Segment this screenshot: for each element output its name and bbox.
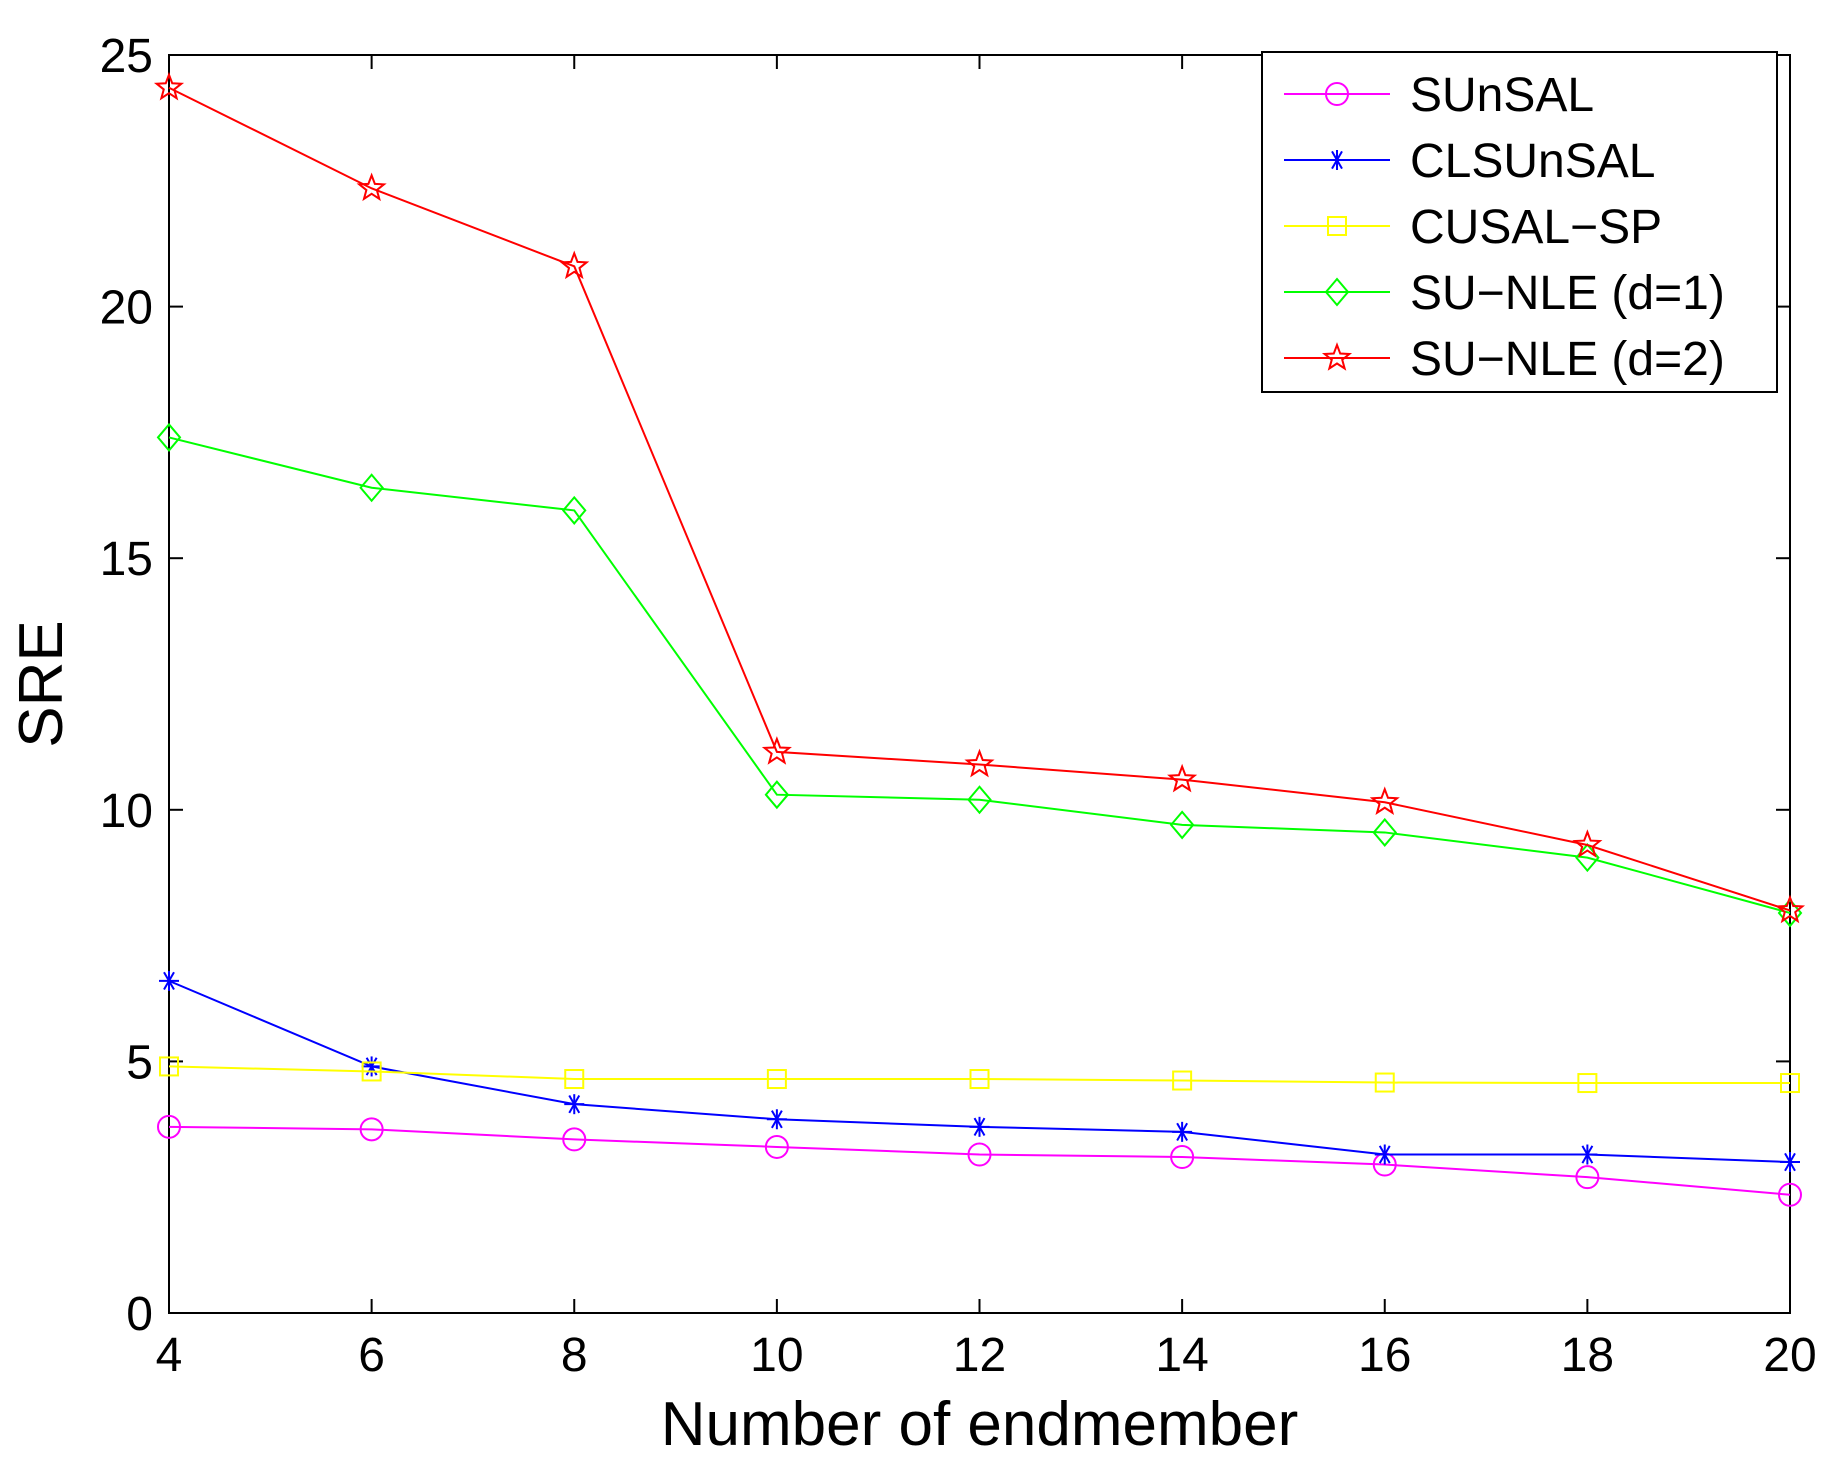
x-tick-label: 14 xyxy=(1155,1329,1208,1382)
series-sunsal xyxy=(157,1114,1802,1207)
x-tick-label: 16 xyxy=(1358,1329,1411,1382)
point-sunsal xyxy=(157,1114,181,1139)
point-su-nle-d-1 xyxy=(359,473,384,503)
point-su-nle-d-1 xyxy=(1372,817,1398,847)
point-cusal-sp xyxy=(564,1069,585,1090)
y-tick-label: 0 xyxy=(126,1288,153,1341)
point-cusal-sp xyxy=(1172,1070,1193,1091)
series-layer xyxy=(153,71,1806,1207)
tick-labels: 4 6 8 10 12 14 16 18 20 0 5 10 15 20 25 xyxy=(100,30,1817,1382)
legend-item-sunsal: SUnSAL xyxy=(1284,69,1594,122)
point-sunsal xyxy=(967,1142,992,1167)
point-su-nle-d-2 xyxy=(1774,894,1806,924)
x-tick-label: 4 xyxy=(156,1329,183,1382)
series-su-nle-d-2 xyxy=(153,71,1806,924)
point-clsunsal xyxy=(1172,1121,1193,1142)
legend-label: SU−NLE (d=1) xyxy=(1410,267,1725,320)
legend-marker xyxy=(1324,277,1350,307)
point-su-nle-d-2 xyxy=(761,736,792,765)
series-cusal-sp xyxy=(159,1056,1800,1094)
point-su-nle-d-2 xyxy=(1167,763,1198,793)
point-cusal-sp xyxy=(159,1056,179,1077)
point-sunsal xyxy=(1575,1165,1600,1190)
series-line-su-nle-d-2 xyxy=(168,86,1791,912)
series-line-su-nle-d-1 xyxy=(168,436,1791,914)
point-sunsal xyxy=(1778,1182,1802,1207)
point-su-nle-d-1 xyxy=(156,422,182,452)
point-su-nle-d-1 xyxy=(561,495,587,525)
x-tick-label: 6 xyxy=(358,1329,385,1382)
point-clsunsal xyxy=(969,1116,990,1137)
series-su-nle-d-1 xyxy=(156,422,1803,928)
y-axis-label: SRE xyxy=(7,620,76,747)
point-cusal-sp xyxy=(1577,1073,1598,1094)
point-su-nle-d-2 xyxy=(1369,786,1400,816)
legend-marker xyxy=(1321,342,1353,371)
point-sunsal xyxy=(359,1117,384,1142)
point-su-nle-d-2 xyxy=(964,748,995,778)
x-axis-label: Number of endmember xyxy=(661,1390,1299,1458)
legend-item-su-nle-d-2: SU−NLE (d=2) xyxy=(1284,333,1725,386)
legend-item-clsunsal: CLSUnSAL xyxy=(1284,135,1655,188)
y-tick-label: 10 xyxy=(100,785,153,838)
legend-label: SU−NLE (d=2) xyxy=(1410,333,1725,386)
legend-label: SUnSAL xyxy=(1410,69,1594,122)
x-tick-label: 12 xyxy=(953,1329,1006,1382)
series-clsunsal xyxy=(159,970,1800,1173)
point-su-nle-d-2 xyxy=(356,172,387,202)
y-tick-label: 20 xyxy=(100,282,153,335)
point-cusal-sp xyxy=(1780,1073,1800,1094)
point-clsunsal xyxy=(1577,1144,1598,1165)
x-tick-label: 20 xyxy=(1763,1329,1816,1382)
point-clsunsal xyxy=(1374,1144,1395,1165)
point-sunsal xyxy=(562,1127,587,1152)
point-clsunsal xyxy=(564,1094,585,1115)
legend-label: CUSAL−SP xyxy=(1410,201,1662,254)
point-su-nle-d-2 xyxy=(153,71,185,101)
legend-item-cusal-sp: CUSAL−SP xyxy=(1284,201,1662,254)
point-clsunsal xyxy=(159,970,179,991)
point-cusal-sp xyxy=(361,1061,382,1082)
y-tick-label: 5 xyxy=(126,1036,153,1089)
point-su-nle-d-2 xyxy=(1572,829,1603,858)
legend-marker xyxy=(1327,216,1347,236)
x-tick-label: 10 xyxy=(750,1329,803,1382)
legend: SUnSAL CLSUnSAL CUSAL−SP SU−NLE (d=1) SU−NLE… xyxy=(1261,51,1778,393)
legend-marker xyxy=(1325,82,1349,106)
point-cusal-sp xyxy=(969,1069,990,1090)
point-su-nle-d-2 xyxy=(559,250,590,280)
series-line-sunsal xyxy=(168,1125,1791,1196)
point-clsunsal xyxy=(766,1109,787,1130)
point-cusal-sp xyxy=(766,1069,787,1090)
legend-item-su-nle-d-1: SU−NLE (d=1) xyxy=(1284,267,1725,320)
y-tick-label: 25 xyxy=(100,30,153,83)
series-line-cusal-sp xyxy=(168,1065,1790,1085)
x-tick-label: 18 xyxy=(1561,1329,1614,1382)
point-su-nle-d-1 xyxy=(1169,810,1195,840)
point-sunsal xyxy=(1170,1145,1195,1170)
point-cusal-sp xyxy=(1374,1072,1395,1093)
legend-label: CLSUnSAL xyxy=(1410,135,1655,188)
point-su-nle-d-1 xyxy=(967,785,992,815)
point-clsunsal xyxy=(1780,1152,1800,1173)
point-su-nle-d-1 xyxy=(764,780,790,810)
x-tick-label: 8 xyxy=(561,1329,588,1382)
point-sunsal xyxy=(764,1134,789,1159)
legend-marker xyxy=(1327,150,1347,170)
y-tick-label: 15 xyxy=(100,533,153,586)
legend-box xyxy=(1261,51,1778,393)
